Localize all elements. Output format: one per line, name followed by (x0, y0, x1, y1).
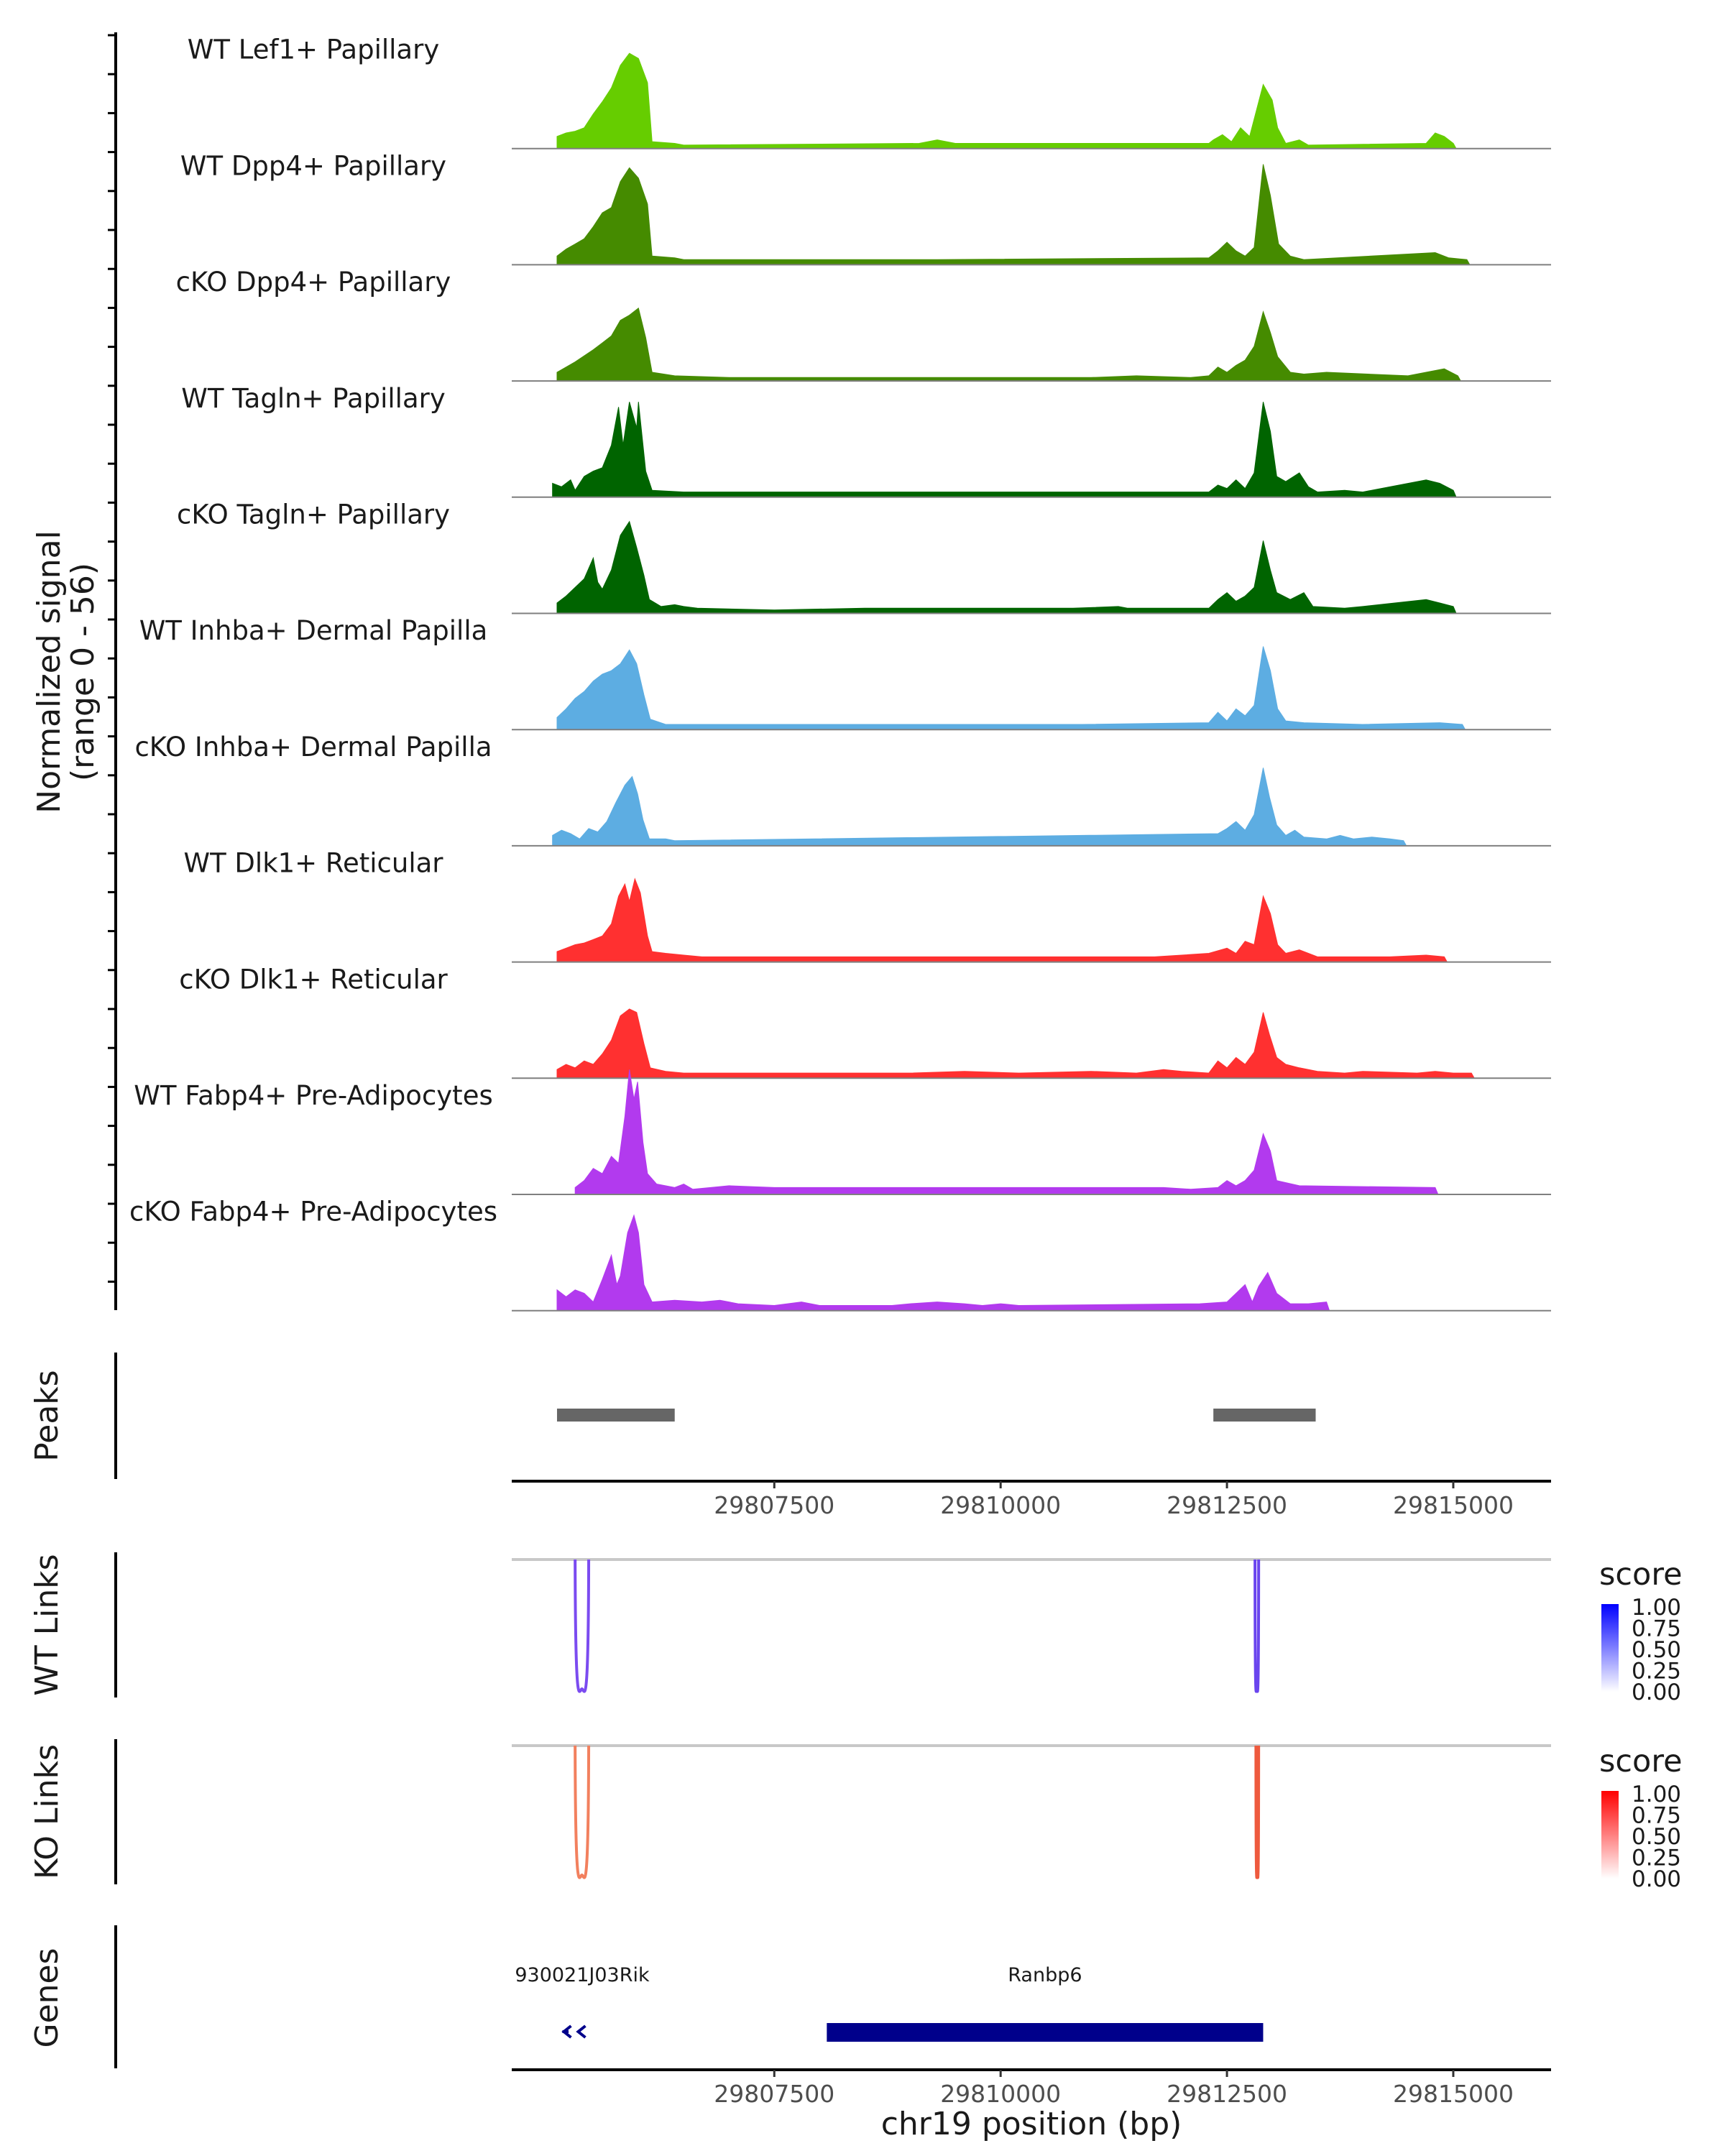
x-axis-title: chr19 position (bp) (881, 2106, 1182, 2142)
ko-legend-ticks: 1.000.750.500.250.00 (1632, 1782, 1681, 1892)
coverage-track: cKO Fabp4+ Pre-Adipocytes (129, 1197, 1551, 1312)
peak-regions (556, 1409, 1316, 1422)
coverage-y-ticks (108, 34, 116, 1283)
y-axis-title: Normalized signal (31, 530, 68, 814)
y-axis-subtitle: (range 0 - 56) (65, 563, 101, 781)
gene-body (827, 2023, 1264, 2042)
ko-links-panel-title: KO Links (29, 1744, 65, 1879)
legend-tick-label: 0.50 (1632, 1637, 1681, 1663)
peaks-x-axis: 29807500 29810000 29812500 29815000 (714, 1481, 1514, 1519)
track-label: WT Tagln+ Papillary (181, 383, 446, 414)
peak-region (556, 1409, 675, 1422)
coverage-track: WT Dlk1+ Reticular (183, 848, 1551, 963)
coverage-y-axis (108, 32, 117, 1310)
link-arc (574, 1745, 591, 1879)
link-arc (1254, 1559, 1261, 1693)
coverage-area (556, 520, 1457, 614)
coverage-area (574, 1069, 1439, 1195)
legend-tick-label: 0.00 (1632, 1866, 1681, 1892)
coverage-area (556, 646, 1466, 730)
wt-legend-colorbar (1601, 1604, 1619, 1692)
coverage-area (552, 768, 1407, 847)
legend-tick-label: 0.00 (1632, 1680, 1681, 1705)
track-label: WT Inhba+ Dermal Papilla (139, 615, 488, 646)
track-label: WT Fabp4+ Pre-Adipocytes (134, 1080, 492, 1111)
coverage-track: WT Inhba+ Dermal Papilla (139, 615, 1551, 731)
wt-links-panel-title: WT Links (29, 1554, 65, 1695)
genes-x-axis: 29807500 29810000 29812500 29815000 (714, 2070, 1514, 2108)
peak-region (1213, 1409, 1316, 1422)
track-label: WT Lef1+ Papillary (188, 34, 439, 65)
legend-tick-label: 1.00 (1632, 1782, 1681, 1807)
strand-arrow-icon (576, 2024, 586, 2039)
coverage-track: cKO Tagln+ Papillary (177, 499, 1551, 614)
coverage-track: cKO Dlk1+ Reticular (179, 964, 1551, 1079)
coverage-track: cKO Dpp4+ Papillary (176, 267, 1551, 382)
legend-tick-label: 1.00 (1632, 1595, 1681, 1621)
wt-score-legend: score 1.000.750.500.250.00 (1599, 1557, 1683, 1705)
peaks-panel-title: Peaks (29, 1370, 65, 1461)
track-label: WT Dpp4+ Papillary (180, 150, 446, 181)
track-label: cKO Tagln+ Papillary (177, 499, 450, 530)
legend-tick-label: 0.75 (1632, 1803, 1681, 1829)
strand-arrow-icon (561, 2024, 572, 2039)
track-label: cKO Fabp4+ Pre-Adipocytes (129, 1197, 497, 1227)
coverage-area (556, 52, 1457, 149)
track-label: WT Dlk1+ Reticular (183, 848, 443, 879)
coverage-track: WT Lef1+ Papillary (188, 34, 1551, 149)
coverage-track: cKO Inhba+ Dermal Papilla (134, 732, 1551, 847)
ko-links (574, 1745, 1261, 1879)
link-arc (574, 1559, 591, 1693)
ko-score-legend: score 1.000.750.500.250.00 (1599, 1743, 1683, 1892)
gene-label: 930021J03Rik (515, 1964, 650, 1986)
gene-label: Ranbp6 (1008, 1964, 1082, 1986)
wt-links (574, 1559, 1261, 1693)
coverage-track: WT Dpp4+ Papillary (180, 150, 1551, 266)
legend-tick-label: 0.50 (1632, 1824, 1681, 1850)
coverage-area (556, 164, 1471, 265)
gene-model: 930021J03Rik (515, 1964, 650, 2039)
x-tick-label: 29810000 (940, 1491, 1061, 1519)
coverage-area (556, 877, 1448, 963)
x-tick-label: 29807500 (714, 2080, 834, 2108)
x-tick-label: 29810000 (940, 2080, 1061, 2108)
wt-legend-title: score (1599, 1557, 1683, 1593)
ko-legend-colorbar (1601, 1791, 1619, 1879)
track-label: cKO Inhba+ Dermal Papilla (134, 732, 492, 763)
coverage-tracks: WT Lef1+ Papillary WT Dpp4+ Papillary cKO … (129, 34, 1551, 1312)
coverage-area (552, 402, 1457, 498)
link-arc (1254, 1745, 1261, 1879)
coverage-area (556, 1214, 1330, 1312)
x-tick-label: 29812500 (1167, 1491, 1287, 1519)
legend-tick-label: 0.25 (1632, 1846, 1681, 1871)
wt-legend-ticks: 1.000.750.500.250.00 (1632, 1595, 1681, 1705)
coverage-track: WT Fabp4+ Pre-Adipocytes (134, 1069, 1551, 1195)
x-tick-label: 29815000 (1393, 1491, 1514, 1519)
track-label: cKO Dlk1+ Reticular (179, 964, 448, 995)
x-tick-label: 29815000 (1393, 2080, 1514, 2108)
gene-model: Ranbp6 (827, 1964, 1264, 2042)
legend-tick-label: 0.75 (1632, 1616, 1681, 1642)
coverage-area (556, 307, 1462, 382)
track-label: cKO Dpp4+ Papillary (176, 267, 451, 298)
x-tick-label: 29807500 (714, 1491, 834, 1519)
x-tick-label: 29812500 (1167, 2080, 1287, 2108)
gene-models: 930021J03Rik Ranbp6 (515, 1964, 1264, 2042)
coverage-track: WT Tagln+ Papillary (181, 383, 1551, 498)
legend-tick-label: 0.25 (1632, 1659, 1681, 1685)
genes-panel-title: Genes (29, 1948, 65, 2047)
ko-legend-title: score (1599, 1743, 1683, 1779)
coverage-area (556, 1008, 1476, 1079)
